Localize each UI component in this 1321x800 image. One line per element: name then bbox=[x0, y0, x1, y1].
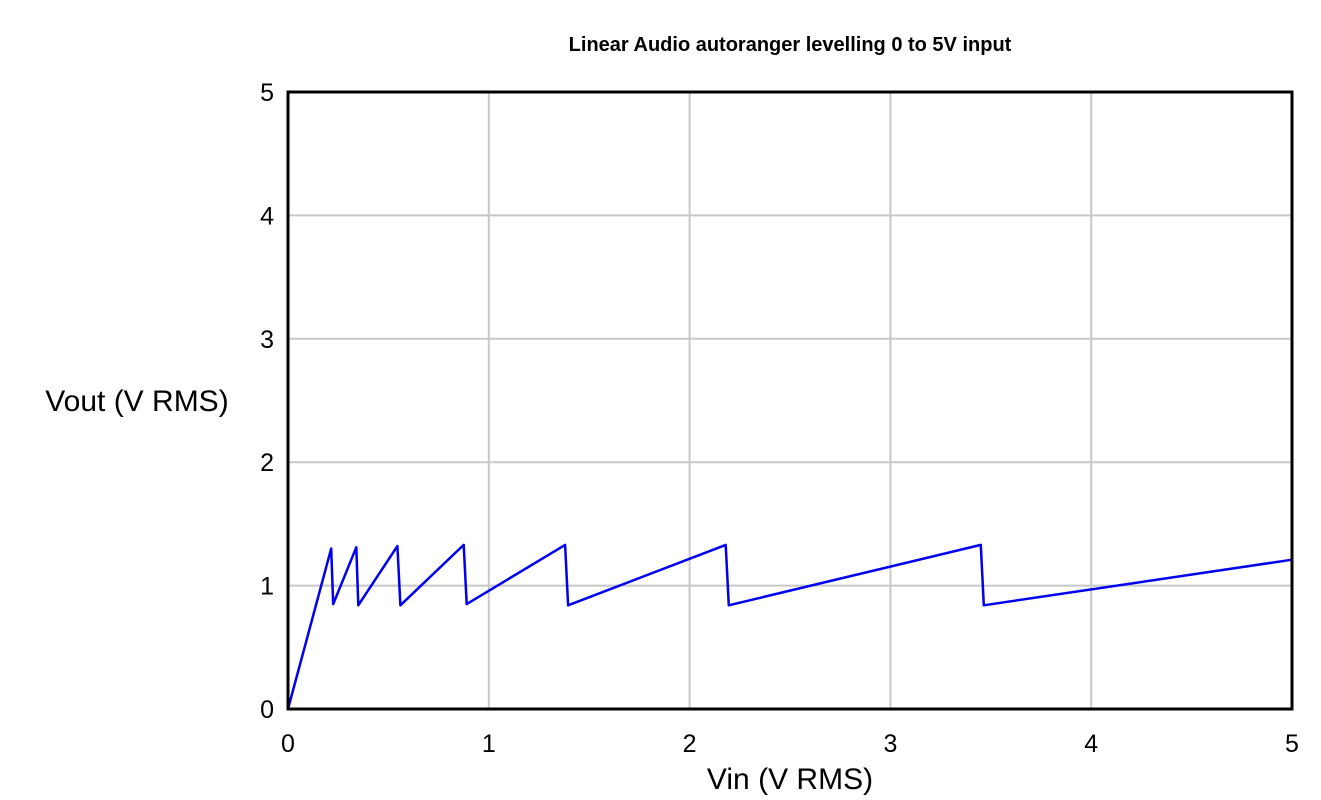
x-tick-label: 4 bbox=[1084, 730, 1098, 758]
y-tick-label: 2 bbox=[260, 449, 274, 477]
grid bbox=[288, 92, 1292, 709]
y-tick-labels: 0 1 2 3 4 5 bbox=[260, 79, 274, 724]
x-tick-label: 2 bbox=[683, 730, 697, 758]
x-tick-label: 0 bbox=[281, 730, 295, 758]
x-axis-label: Vin (V RMS) bbox=[707, 763, 873, 796]
series-group bbox=[286, 543, 1293, 710]
y-tick-label: 3 bbox=[260, 326, 274, 354]
plot-frame bbox=[286, 90, 1294, 711]
x-tick-label: 5 bbox=[1285, 730, 1299, 758]
x-tick-labels: 0 1 2 3 4 5 bbox=[281, 730, 1299, 758]
series-line-0 bbox=[286, 543, 1293, 710]
y-axis-label: Vout (V RMS) bbox=[45, 385, 228, 418]
y-tick-label: 5 bbox=[260, 79, 274, 107]
y-tick-label: 1 bbox=[260, 573, 274, 601]
x-tick-label: 1 bbox=[482, 730, 496, 758]
y-tick-label: 0 bbox=[260, 696, 274, 724]
x-tick-label: 3 bbox=[883, 730, 897, 758]
chart-title: Linear Audio autoranger levelling 0 to 5… bbox=[569, 34, 1012, 56]
y-tick-label: 4 bbox=[260, 202, 274, 230]
